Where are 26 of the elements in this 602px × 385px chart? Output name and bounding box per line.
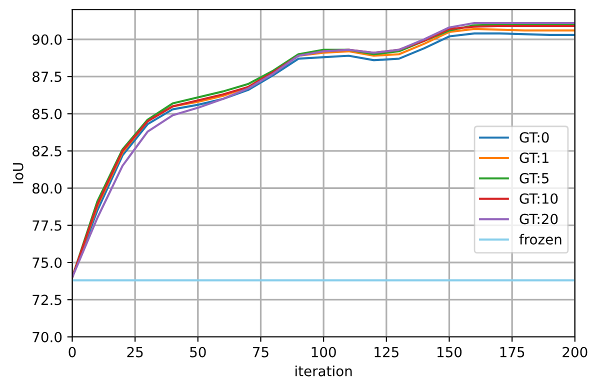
y-tick-label: 75.0 — [32, 257, 62, 268]
y-tick-label: 77.5 — [32, 220, 62, 231]
legend-label: frozen — [519, 234, 562, 245]
legend-label: GT:20 — [520, 214, 558, 224]
x-axis-title: iteration — [296, 366, 352, 376]
y-tick-label: 70.0 — [32, 332, 62, 342]
y-tick-label: 87.5 — [32, 72, 62, 82]
y-tick-label: 85.0 — [32, 108, 62, 120]
x-tick-label: 25 — [127, 346, 143, 358]
y-tick-label: 80.0 — [32, 183, 62, 194]
y-tick-label: 90.0 — [32, 34, 62, 45]
x-tick-label: 175 — [500, 347, 524, 358]
legend-label: GT:1 — [520, 152, 548, 164]
x-tick-label: 125 — [374, 346, 398, 358]
x-tick-label: 75 — [253, 347, 268, 358]
legend-label: GT:0 — [520, 132, 549, 143]
x-tick-label: 200 — [562, 346, 588, 358]
y-tick-label: 82.5 — [32, 146, 62, 156]
x-tick-label: 150 — [438, 346, 462, 358]
legend-label: GT:5 — [520, 172, 549, 184]
legend-label: GT:10 — [520, 193, 558, 204]
x-tick-label: 100 — [312, 346, 336, 358]
x-tick-label: 0 — [68, 346, 76, 358]
x-tick-label: 50 — [190, 346, 206, 358]
y-tick-label: 72.5 — [32, 294, 62, 306]
y-axis-title: IoU — [13, 163, 24, 184]
